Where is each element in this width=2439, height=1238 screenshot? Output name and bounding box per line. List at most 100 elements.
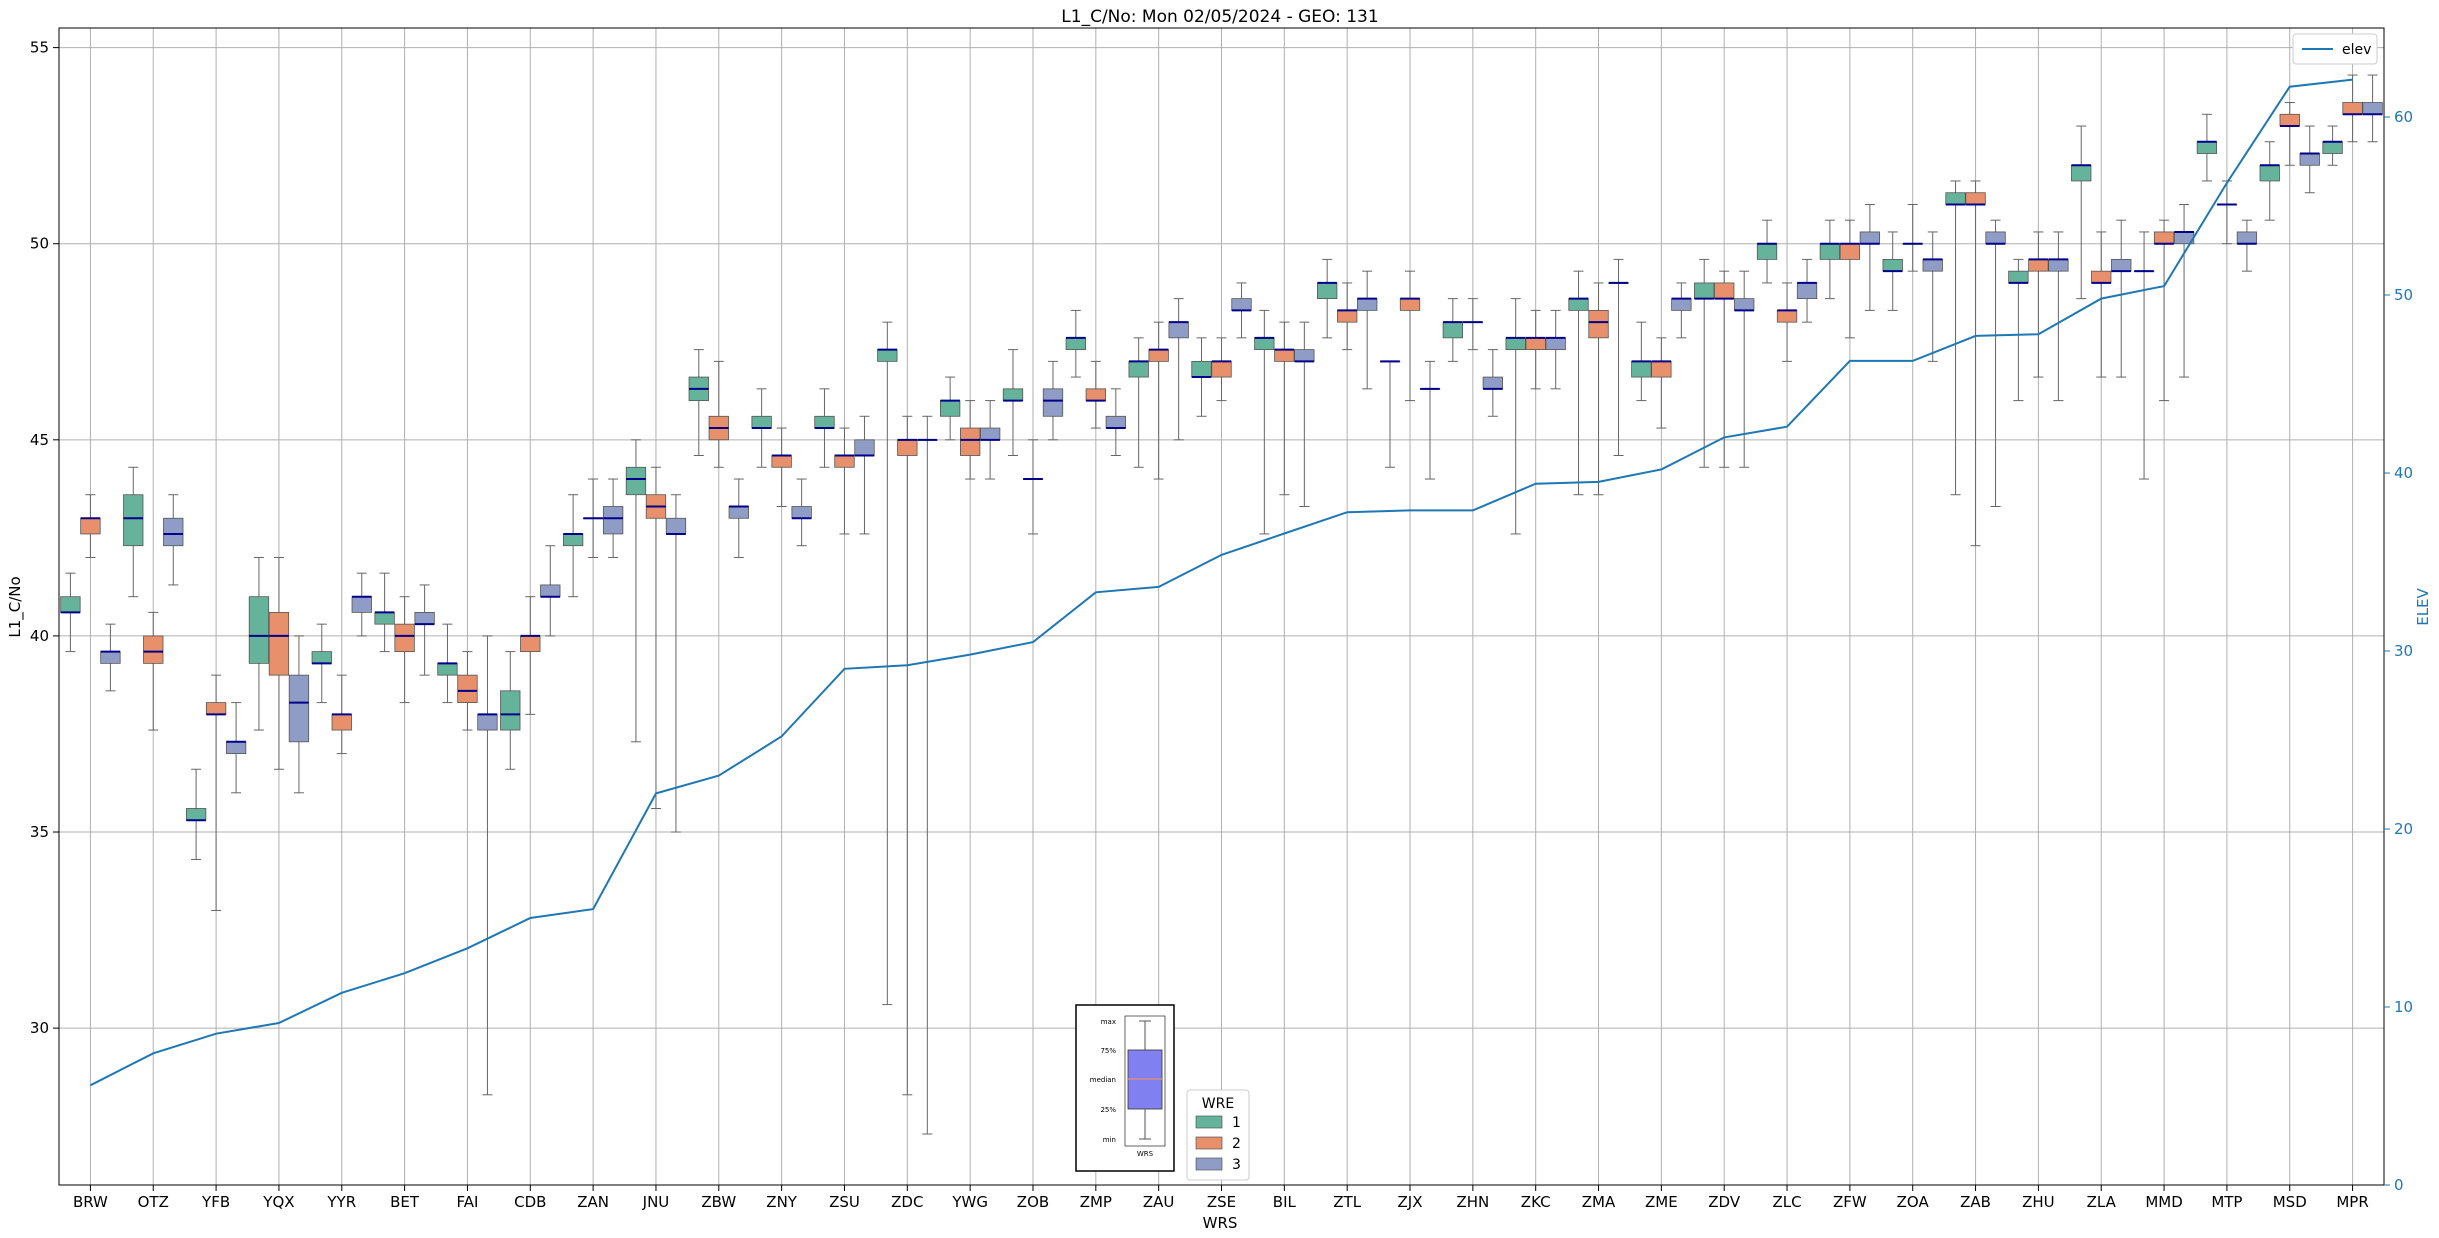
box-wre-1 <box>2322 141 2343 154</box>
box-wre-1 <box>814 415 835 429</box>
wre-legend-swatch-3 <box>1195 1157 1223 1171</box>
box-wre-2 <box>2279 113 2300 127</box>
box-wre-3 <box>2362 102 2383 115</box>
box-wre-3 <box>477 713 498 731</box>
x-tick-label: ZSE <box>1207 1193 1236 1211</box>
box-wre-1 <box>877 349 898 362</box>
box-wre-2 <box>1714 282 1735 300</box>
x-tick-label: ZNY <box>766 1193 797 1211</box>
box-wre-3 <box>225 741 247 754</box>
x-axis-label: WRS <box>1203 1214 1238 1232</box>
box-wre-1 <box>1002 388 1024 401</box>
y-tick-label: 50 <box>30 235 49 253</box>
y-right-tick-label: 50 <box>2394 286 2413 304</box>
box-wre-3 <box>791 506 812 519</box>
y-right-tick-label: 20 <box>2394 820 2413 838</box>
wre-legend-swatch-2 <box>1195 1136 1223 1150</box>
y-tick-label: 55 <box>30 39 49 57</box>
box-wre-2 <box>1965 192 1986 205</box>
box-wre-1 <box>751 415 772 429</box>
box-wre-1 <box>1819 243 1841 260</box>
box-wre-3 <box>1545 337 1566 351</box>
y-tick-label: 45 <box>30 431 49 449</box>
x-tick-label: ZAN <box>577 1193 609 1211</box>
box-wre-2 <box>1525 337 1546 351</box>
box-wre-3 <box>2048 258 2069 272</box>
x-tick-label: ZSU <box>829 1193 860 1211</box>
x-tick-label: YWG <box>951 1193 988 1211</box>
box-wre-3 <box>1671 298 1692 311</box>
box-wre-2 <box>1776 309 1798 323</box>
x-tick-label: ZBW <box>701 1193 736 1211</box>
box-wre-1 <box>1065 337 1086 351</box>
x-tick-label: YYR <box>326 1193 356 1211</box>
box-wre-2 <box>1588 309 1609 339</box>
box-wre-1 <box>1945 192 1966 205</box>
box-wre-2 <box>2091 270 2112 284</box>
x-tick-label: ZLA <box>2087 1193 2117 1211</box>
box-wre-1 <box>1694 282 1715 300</box>
box-wre-1 <box>1128 360 1149 378</box>
box-wre-2 <box>457 674 478 703</box>
box-wre-3 <box>1357 298 1378 311</box>
x-tick-label: JNU <box>642 1193 670 1211</box>
wre-legend-swatch-1 <box>1195 1115 1223 1129</box>
x-tick-label: ZHN <box>1456 1193 1489 1211</box>
box-wre-2 <box>143 635 164 664</box>
key-label-q3: 75% <box>1100 1047 1116 1055</box>
x-tick-label: ZME <box>1645 1193 1678 1211</box>
box-wre-3 <box>1985 231 2006 245</box>
box-wre-2 <box>771 455 792 468</box>
grid-lines <box>59 28 2384 1185</box>
box-wre-1 <box>1882 258 1903 272</box>
box-wre-1 <box>1631 360 1652 378</box>
box-wre-3 <box>1859 231 1881 245</box>
x-tick-label: BRW <box>73 1193 108 1211</box>
box-wre-3 <box>1042 388 1064 417</box>
x-tick-label: MMD <box>2145 1193 2182 1211</box>
box-wre-1 <box>374 611 395 625</box>
box-wre-1 <box>2071 164 2092 182</box>
box-wre-2 <box>2342 102 2363 115</box>
x-tick-label: BIL <box>1273 1193 1297 1211</box>
box-wre-3 <box>414 611 435 625</box>
box-wre-1 <box>185 808 207 821</box>
box-wre-1 <box>60 596 81 613</box>
key-label-median: median <box>1090 1076 1116 1084</box>
box-wre-1 <box>2259 164 2280 182</box>
x-tick-label: ZOB <box>1017 1193 1049 1211</box>
box-wre-1 <box>500 690 521 731</box>
x-tick-label: ZKC <box>1521 1193 1551 1211</box>
box-wre-3 <box>1168 321 1189 339</box>
chart-title: L1_C/No: Mon 02/05/2024 - GEO: 131 <box>1061 7 1378 27</box>
box-wre-3 <box>163 517 184 547</box>
box-wre-2 <box>394 623 415 653</box>
key-x-label: WRS <box>1137 1150 1154 1158</box>
x-tick-label: CDB <box>514 1193 546 1211</box>
y-right-tick-label: 60 <box>2394 108 2413 126</box>
box-wre-1 <box>248 596 270 664</box>
x-tick-label: ZDC <box>891 1193 923 1211</box>
wre-legend: WRE 1 2 3 <box>1186 1089 1250 1181</box>
box-wre-2 <box>2153 231 2175 245</box>
box-wre-2 <box>520 635 541 653</box>
box-wre-3 <box>1796 282 1818 300</box>
y-axis-right-label: ELEV <box>2414 587 2432 625</box>
box-wre-2 <box>1148 349 1169 362</box>
box-wre-3 <box>1482 376 1504 390</box>
box-wre-2 <box>834 455 855 468</box>
key-label-q1: 25% <box>1100 1106 1116 1114</box>
x-tick-label: ZAB <box>1960 1193 1991 1211</box>
box-wre-2 <box>1337 309 1358 323</box>
wre-legend-frame <box>1186 1089 1250 1181</box>
y-axis-left: 30 35 40 45 50 55 <box>30 39 59 1037</box>
x-tick-label: ZMP <box>1080 1193 1112 1211</box>
elev-legend-frame <box>2292 33 2378 65</box>
box-wre-2 <box>897 439 918 456</box>
box-wre-2 <box>331 713 352 731</box>
box-wre-3 <box>288 674 310 743</box>
x-tick-label: MSD <box>2273 1193 2307 1211</box>
x-tick-label: ZLC <box>1772 1193 1801 1211</box>
key-label-max: max <box>1101 1018 1116 1026</box>
box-wre-3 <box>351 596 372 613</box>
